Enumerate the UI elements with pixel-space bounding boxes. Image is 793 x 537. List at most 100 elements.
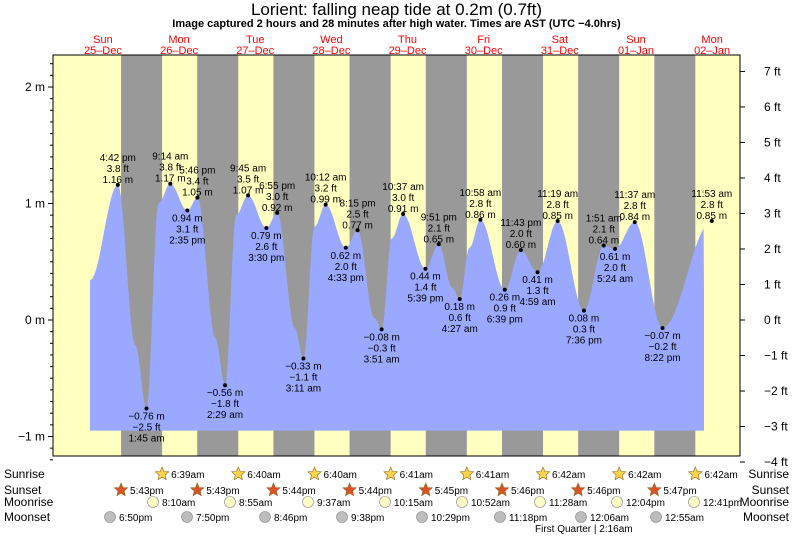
sunset-time: 5:46pm — [587, 486, 620, 497]
extremum-label: 3.0 ft — [266, 192, 288, 203]
extremum-label: 0.77 m — [342, 220, 373, 231]
extremum-point — [185, 208, 190, 213]
moonrise-time: 10:52am — [471, 498, 510, 509]
sunrise-time: 6:42am — [552, 470, 585, 481]
sunrise-time: 6:39am — [171, 470, 204, 481]
extremum-label: 1.3 ft — [526, 286, 548, 297]
moonset-time: 10:29pm — [431, 513, 470, 524]
sunset-time: 5:43pm — [206, 486, 239, 497]
day-header: Sun25–DecMon26–DecTue27–DecWed28–DecThu2… — [84, 34, 730, 57]
extremum-label: 2.8 ft — [624, 201, 646, 212]
axes: −1 m 0 m 1 m 2 m −4 ft −3 ft −2 ft −1 ft 0 ft 1 f… — [18, 63, 788, 469]
extremum-label: −0.33 m — [285, 361, 321, 372]
y-tick-label-left: 2 m — [25, 80, 45, 94]
extremum-label: 1.16 m — [103, 175, 134, 186]
extremum-point — [502, 287, 507, 292]
moonrise-icon — [688, 496, 700, 508]
sunset-time: 5:43pm — [130, 486, 163, 497]
extremum-label: 2:29 am — [207, 410, 243, 421]
sunset-icon — [189, 482, 205, 497]
extremum-label: 3.8 ft — [159, 163, 181, 174]
extremum-point — [301, 356, 306, 361]
extremum-point — [601, 243, 606, 248]
extremum-label: 3.8 ft — [107, 164, 129, 175]
extremum-label: 11:53 am — [691, 189, 732, 200]
moonrise-time: 9:37am — [317, 498, 350, 509]
moonrise-time: 10:15am — [394, 498, 433, 509]
sunset-icon — [570, 482, 586, 497]
extremum-label: 2.8 ft — [701, 200, 723, 211]
extremum-label: 3:30 pm — [248, 253, 284, 264]
day-name: Sat — [552, 34, 569, 46]
tide-extrema: 4:42 pm3.8 ft1.16 m−0.76 m−2.5 ft1:45 am… — [100, 152, 732, 445]
extremum-point — [401, 211, 406, 216]
extremum-label: 0.60 m — [506, 240, 537, 251]
extremum-label: 3.1 ft — [176, 224, 198, 235]
sun-moon-events: Sunrise Sunrise 6:39am 6:40am 6:40am 6:41am 6:… — [4, 466, 790, 535]
moonrise-row-label-right: Moonrise — [740, 495, 790, 509]
sunrise-row-label-right: Sunrise — [748, 467, 789, 481]
moonset-time: 12:55am — [665, 513, 704, 524]
sunset-icon — [342, 482, 357, 497]
day-date: 26–Dec — [160, 45, 198, 57]
extremum-label: 9:14 am — [152, 152, 188, 163]
moon-phase-label: First Quarter | 2:16am — [535, 524, 633, 535]
extremum-point — [168, 181, 173, 186]
chart-subtitle: Image captured 2 hours and 28 minutes af… — [172, 18, 621, 30]
extremum-label: 0.92 m — [262, 203, 293, 214]
moonset-icon — [336, 511, 348, 523]
day-name: Thu — [398, 34, 417, 46]
extremum-label: 2.0 ft — [604, 263, 626, 274]
extremum-label: 9:51 pm — [421, 212, 457, 223]
plot-border — [52, 54, 741, 457]
extremum-point — [115, 182, 120, 187]
extremum-label: −1.8 ft — [211, 399, 239, 410]
y-tick-label-right: 5 ft — [764, 135, 781, 149]
moonrise-icon — [302, 496, 314, 508]
extremum-label: −2.5 ft — [133, 423, 161, 434]
moonset-icon — [259, 511, 271, 523]
extremum-point — [423, 266, 428, 271]
extremum-label: 10:58 am — [460, 188, 502, 199]
extremum-label: 0.86 m — [465, 210, 496, 221]
extremum-point — [581, 308, 586, 313]
moonset-icon — [494, 511, 506, 523]
sunset-row-label-left: Sunset — [4, 483, 42, 497]
extremum-label: 5:39 pm — [407, 294, 443, 305]
extremum-point — [613, 246, 618, 251]
extremum-point — [709, 218, 714, 223]
y-tick-label-right: 4 ft — [764, 171, 781, 185]
extremum-label: 0.61 m — [600, 252, 631, 263]
extremum-label: −0.76 m — [128, 412, 164, 423]
extremum-label: 4:33 pm — [328, 273, 364, 284]
y-tick-label-right: 1 ft — [764, 277, 781, 291]
sunrise-icon — [307, 466, 322, 481]
sunset-row-label-right: Sunset — [752, 483, 790, 497]
extremum-label: 0.44 m — [410, 272, 441, 283]
extremum-label: 0.85 m — [696, 211, 727, 222]
sunset-time: 5:44pm — [282, 486, 315, 497]
moonrise-time: 11:28am — [549, 498, 587, 509]
chart-title: Lorient: falling neap tide at 0.2m (0.7f… — [250, 0, 543, 19]
extremum-label: 1.05 m — [182, 188, 213, 199]
extremum-label: 4:27 am — [442, 324, 478, 335]
moonset-row-label-right: Moonset — [743, 510, 790, 524]
extremum-label: 0.6 ft — [449, 313, 471, 324]
day-date: 29–Dec — [389, 45, 427, 57]
extremum-label: 1.4 ft — [414, 283, 436, 294]
day-name: Sun — [626, 34, 646, 46]
extremum-point — [518, 248, 523, 253]
moonrise-time: 12:41pm — [703, 498, 742, 509]
day-date: 27–Dec — [236, 45, 274, 57]
day-name: Fri — [477, 34, 490, 46]
extremum-label: 3.2 ft — [315, 184, 337, 195]
day-date: 30–Dec — [465, 45, 503, 57]
extremum-label: 2.0 ft — [510, 229, 532, 240]
extremum-label: 2.8 ft — [469, 199, 491, 210]
extremum-label: 1.17 m — [155, 174, 186, 185]
sunset-icon — [646, 482, 662, 497]
extremum-label: 11:19 am — [537, 189, 578, 200]
moonset-icon — [650, 511, 662, 523]
extremum-point — [275, 210, 280, 215]
